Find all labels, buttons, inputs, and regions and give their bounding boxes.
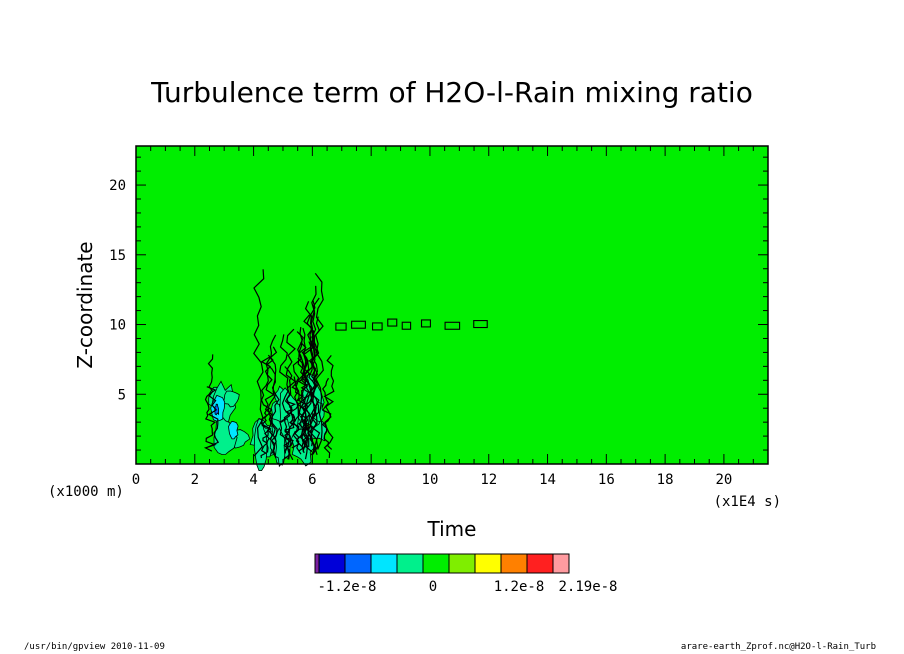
colorbar-segment	[474, 553, 502, 574]
streak-contour	[401, 321, 412, 330]
plot-background	[136, 146, 768, 464]
negative-fill-region	[213, 415, 238, 455]
contour-line	[321, 377, 333, 450]
y-tick-label: 5	[118, 387, 126, 403]
colorbar-segment	[370, 553, 398, 574]
colorbar	[314, 553, 570, 574]
x-tick-label: 14	[539, 472, 556, 488]
y-axis-label: Z-coordinate	[73, 241, 97, 368]
y-tick-labels: 5 10 15 20	[109, 178, 126, 403]
colorbar-segment	[344, 553, 372, 574]
plot-frame	[135, 145, 769, 465]
footer-right: arare-earth_Zprof.nc@H2O-l-Rain_Turb	[680, 642, 876, 652]
colorbar-tick-label: 1.2e-8	[494, 579, 545, 595]
negative-fill-region	[222, 390, 240, 408]
streak-contour	[444, 321, 461, 330]
streak-contour	[473, 320, 488, 329]
y-tick-label: 20	[109, 178, 126, 194]
streak-contour	[420, 319, 431, 328]
colorbar-segment	[500, 553, 528, 574]
contour-line	[269, 334, 280, 453]
contour-line	[292, 327, 303, 455]
contour-line	[260, 356, 273, 453]
y-unit-label: (x1000 m)	[48, 484, 124, 500]
colorbar-segment	[318, 553, 346, 574]
colorbar-tick-labels: -1.2e-8 0 1.2e-8 2.19e-8	[317, 579, 617, 595]
streak-contour	[335, 322, 347, 331]
contour-line	[207, 354, 220, 448]
contour-line	[314, 272, 324, 450]
streak-contour	[371, 322, 383, 331]
x-tick-label: 8	[367, 472, 375, 488]
x-tick-label: 16	[598, 472, 615, 488]
chart-title: Turbulence term of H2O-l-Rain mixing rat…	[150, 76, 753, 109]
x-axis-label: Time	[427, 517, 477, 541]
x-tick-label: 0	[132, 472, 140, 488]
contour-line	[300, 355, 311, 448]
colorbar-segment	[448, 553, 476, 574]
colorbar-segment	[396, 553, 424, 574]
x-tick-labels: 0 2 4 6 8 10 12 14 16 18 20	[132, 472, 733, 488]
x-tick-label: 6	[308, 472, 316, 488]
axis-ticks	[135, 146, 769, 464]
footer-left: /usr/bin/gpview 2010-11-09	[24, 642, 165, 652]
y-tick-label: 15	[109, 248, 126, 264]
plot-area	[135, 145, 769, 471]
x-tick-label: 2	[191, 472, 199, 488]
x-tick-label: 20	[715, 472, 732, 488]
streak-contour	[387, 318, 398, 327]
contour-line	[203, 386, 217, 452]
strong-negative-fill-region	[228, 420, 239, 440]
colorbar-segment	[552, 553, 570, 574]
contour-line	[307, 315, 319, 447]
x-tick-label: 12	[480, 472, 497, 488]
x-tick-label: 18	[657, 472, 674, 488]
contour-line-layer	[203, 269, 488, 461]
contour-line	[253, 269, 265, 457]
y-tick-label: 10	[109, 318, 126, 334]
contour-line	[289, 376, 300, 449]
contour-line	[297, 357, 309, 452]
colorbar-segment	[526, 553, 554, 574]
x-unit-label: (x1E4 s)	[714, 494, 781, 510]
x-tick-label: 10	[422, 472, 439, 488]
contour-line	[323, 355, 335, 459]
contour-line	[264, 354, 276, 455]
colorbar-segment	[422, 553, 450, 574]
colorbar-tick-label: 0	[429, 579, 437, 595]
contour-line	[283, 401, 297, 454]
colorbar-tick-label: 2.19e-8	[558, 579, 617, 595]
x-tick-label: 4	[249, 472, 257, 488]
colorbar-segment	[314, 553, 320, 574]
colorbar-tick-label: -1.2e-8	[317, 579, 376, 595]
streak-contour	[351, 320, 366, 329]
